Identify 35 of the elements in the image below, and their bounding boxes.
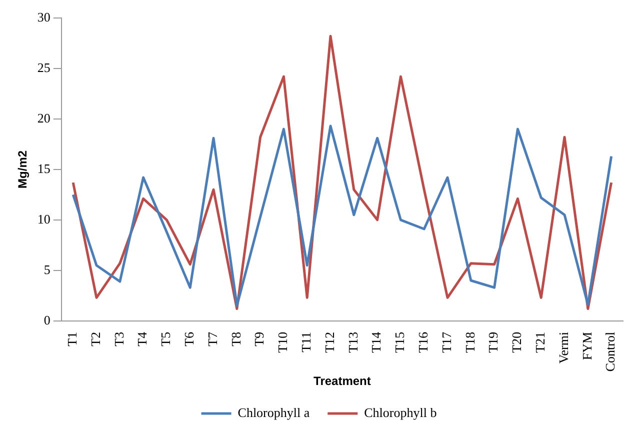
x-tick-label: T10 (275, 332, 290, 353)
x-tick-label: T8 (228, 332, 244, 346)
x-tick-label: Vermi (556, 332, 571, 364)
x-tick-label: T12 (322, 332, 337, 353)
x-tick-label: Control (602, 332, 618, 372)
y-tick-label: 30 (37, 9, 50, 24)
x-tick-label: T20 (509, 332, 524, 353)
x-axis-title: Treatment (314, 374, 371, 388)
x-tick-label: T5 (158, 332, 174, 346)
x-tick-label: T7 (204, 331, 220, 346)
y-axis-title: Mg/m2 (16, 150, 30, 188)
x-tick-label: T11 (298, 332, 314, 352)
x-tick-label: T3 (111, 332, 126, 346)
x-tick-label: T4 (134, 331, 150, 346)
y-tick-label: 5 (44, 262, 50, 277)
y-tick-label: 10 (37, 211, 50, 226)
legend-label: Chlorophyll b (364, 404, 437, 420)
x-tick-label: T18 (462, 332, 478, 353)
x-tick-label: T1 (64, 332, 80, 346)
x-tick-label: T9 (252, 332, 267, 346)
x-tick-label: T6 (182, 331, 197, 346)
x-tick-label: T2 (88, 332, 103, 346)
x-tick-label: T13 (345, 332, 360, 353)
x-tick-label: T19 (486, 332, 501, 353)
legend-label: Chlorophyll a (238, 404, 310, 420)
x-tick-label: T17 (438, 331, 454, 353)
x-tick-label: FYM (579, 331, 594, 360)
x-tick-label: T15 (392, 332, 408, 353)
x-tick-label: T21 (532, 332, 548, 353)
y-tick-label: 25 (37, 60, 50, 75)
x-tick-label: T14 (368, 331, 384, 353)
y-tick-label: 0 (44, 312, 50, 328)
y-tick-label: 20 (37, 110, 50, 126)
y-tick-label: 15 (37, 160, 50, 176)
x-tick-label: T16 (416, 331, 431, 353)
